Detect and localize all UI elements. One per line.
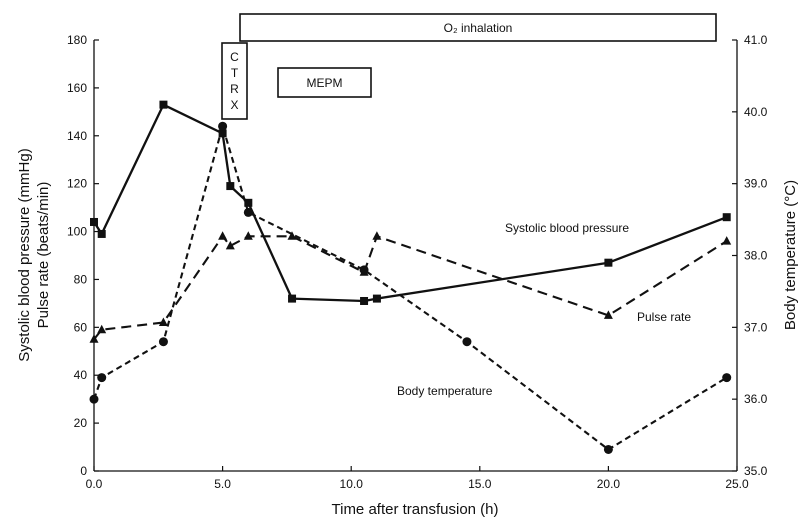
data-point-temperature-5 xyxy=(359,265,369,275)
series-label-pulse: Pulse rate xyxy=(637,310,691,324)
x-axis-title: Time after transfusion (h) xyxy=(332,501,499,518)
ctrx-letter-r: R xyxy=(230,82,239,96)
series-line-temperature xyxy=(93,125,728,451)
x-tick-label-1: 5.0 xyxy=(214,477,231,491)
y-tick-label-2: 40 xyxy=(74,368,88,382)
y2-tick-label-5: 40.0 xyxy=(744,105,768,119)
series-line-systolic xyxy=(93,103,728,303)
data-point-pulse-2 xyxy=(158,317,168,326)
data-point-temperature-1 xyxy=(97,373,107,383)
data-point-temperature-4 xyxy=(243,207,253,217)
ctrx-box xyxy=(221,42,248,120)
data-point-temperature-2 xyxy=(158,337,168,347)
data-point-systolic-2 xyxy=(159,100,168,109)
data-point-systolic-8 xyxy=(372,294,381,303)
x-tick-label-3: 15.0 xyxy=(468,477,492,491)
data-point-temperature-3 xyxy=(218,121,228,131)
series-label-systolic: Systolic blood pressure xyxy=(505,221,629,235)
data-point-pulse-4 xyxy=(225,240,235,250)
data-point-systolic-6 xyxy=(288,294,297,303)
data-point-systolic-1 xyxy=(97,229,106,238)
y2-tick-label-2: 37.0 xyxy=(744,320,768,334)
data-point-pulse-1 xyxy=(97,324,107,334)
data-point-systolic-7 xyxy=(360,296,369,305)
data-point-temperature-8 xyxy=(722,373,732,383)
o2-inhalation-label: O₂ inhalation xyxy=(444,21,513,35)
data-point-pulse-3 xyxy=(218,231,228,240)
series-line-pulse xyxy=(93,235,728,340)
data-point-systolic-5 xyxy=(244,198,253,207)
data-point-systolic-10 xyxy=(722,213,731,222)
tick-labels: 0.0 5.0 10.0 15.0 20.0 25.0 0 20 40 60 80 100 120 140… xyxy=(67,33,768,491)
data-point-temperature-7 xyxy=(603,444,613,454)
y2-tick-label-0: 35.0 xyxy=(744,464,768,478)
series-label-temperature: Body temperature xyxy=(397,384,493,398)
ticks xyxy=(93,39,738,472)
y2-tick-label-4: 39.0 xyxy=(744,177,768,191)
x-tick-label-2: 10.0 xyxy=(340,477,364,491)
x-tick-label-5: 25.0 xyxy=(725,477,749,491)
data-point-systolic-4 xyxy=(226,182,235,191)
y-tick-label-7: 140 xyxy=(67,129,87,143)
mepm-box xyxy=(277,67,372,98)
y2-axis-title: Body temperature (°C) xyxy=(782,180,799,330)
data-point-temperature-6 xyxy=(462,337,472,347)
y2-tick-label-6: 41.0 xyxy=(744,33,768,47)
ctrx-letter-x: X xyxy=(230,98,238,112)
data-point-systolic-9 xyxy=(604,258,613,267)
y-axis-title-line2: Pulse rate (beats/min) xyxy=(35,182,52,329)
y-tick-label-3: 60 xyxy=(74,320,88,334)
data-point-pulse-5 xyxy=(243,231,253,240)
x-tick-label-4: 20.0 xyxy=(597,477,621,491)
y-tick-label-8: 160 xyxy=(67,81,87,95)
y-tick-label-4: 80 xyxy=(74,272,88,286)
mepm-label: MEPM xyxy=(307,76,343,90)
ctrx-letter-t: T xyxy=(231,66,239,80)
series xyxy=(89,100,732,454)
data-point-systolic-3 xyxy=(218,129,227,138)
y2-tick-label-3: 38.0 xyxy=(744,249,768,263)
data-point-pulse-6 xyxy=(287,231,297,240)
data-point-pulse-8 xyxy=(372,231,382,240)
y-tick-label-9: 180 xyxy=(67,33,87,47)
data-point-pulse-0 xyxy=(89,334,99,343)
data-point-systolic-0 xyxy=(90,217,98,226)
y-tick-label-6: 120 xyxy=(67,177,87,191)
y-tick-label-0: 0 xyxy=(80,464,87,478)
y-axis-title-line1: Systolic blood pressure (mmHg) xyxy=(16,148,33,361)
data-point-temperature-0 xyxy=(89,394,99,404)
y2-tick-label-1: 36.0 xyxy=(744,392,768,406)
o2-inhalation-box xyxy=(239,13,717,42)
y-tick-label-1: 20 xyxy=(74,416,88,430)
ctrx-letter-c: C xyxy=(230,50,239,64)
data-point-pulse-9 xyxy=(603,310,613,319)
y-tick-label-5: 100 xyxy=(67,225,87,239)
x-tick-label-0: 0.0 xyxy=(86,477,103,491)
data-point-pulse-10 xyxy=(722,236,732,245)
